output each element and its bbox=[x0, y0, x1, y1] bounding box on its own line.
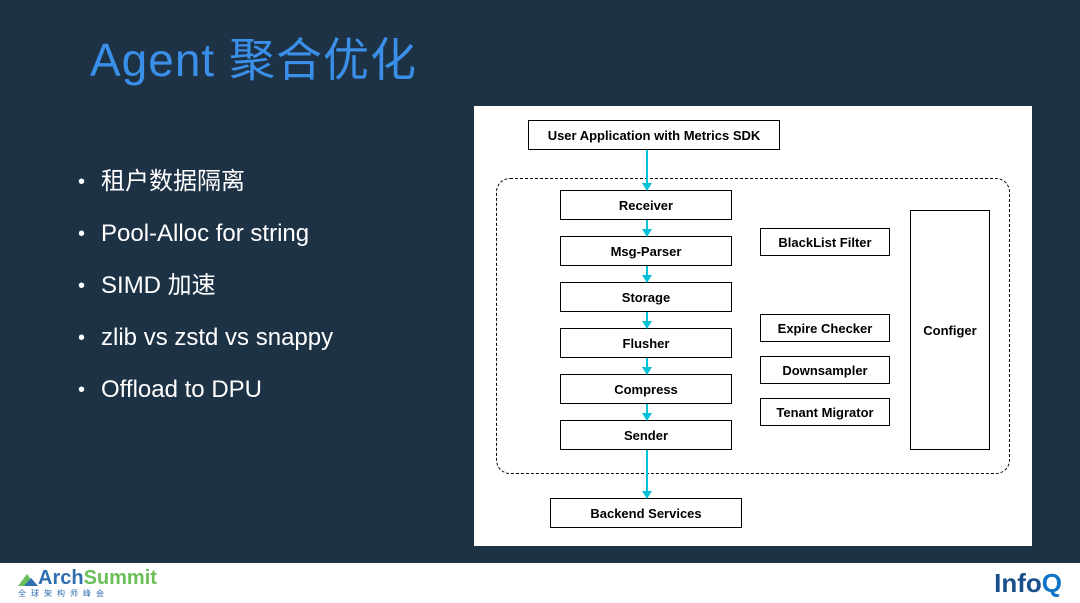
architecture-diagram: User Application with Metrics SDK Receive… bbox=[492, 120, 1014, 532]
bullet-item: 租户数据隔离 bbox=[78, 170, 333, 194]
flow-arrow bbox=[646, 404, 648, 420]
mountain-icon bbox=[18, 574, 36, 586]
footer-bar: ArchSummit 全球架构师峰会 InfoQ bbox=[0, 563, 1080, 603]
bullet-list: 租户数据隔离 Pool-Alloc for string SIMD 加速 zlib v… bbox=[78, 170, 333, 430]
logo-arch: Arch bbox=[38, 567, 84, 590]
side-box-expirechecker: Expire Checker bbox=[760, 314, 890, 342]
flow-arrow bbox=[646, 220, 648, 236]
diagram-container: User Application with Metrics SDK Receive… bbox=[474, 106, 1032, 546]
flow-arrow bbox=[646, 450, 648, 498]
flow-arrow bbox=[646, 266, 648, 282]
logo-subtitle: 全球架构师峰会 bbox=[18, 588, 109, 599]
bullet-text: Offload to DPU bbox=[101, 378, 262, 402]
logo-info: Info bbox=[994, 568, 1042, 598]
pipeline-box-receiver: Receiver bbox=[560, 190, 732, 220]
pipeline-box-flusher: Flusher bbox=[560, 328, 732, 358]
pipeline-box-compress: Compress bbox=[560, 374, 732, 404]
bullet-item: zlib vs zstd vs snappy bbox=[78, 326, 333, 350]
pipeline-box-storage: Storage bbox=[560, 282, 732, 312]
bullet-text: SIMD 加速 bbox=[101, 274, 216, 298]
bullet-item: Pool-Alloc for string bbox=[78, 222, 333, 246]
logo-summit: Summit bbox=[84, 567, 157, 590]
pipeline-box-msgparser: Msg-Parser bbox=[560, 236, 732, 266]
bullet-item: Offload to DPU bbox=[78, 378, 333, 402]
bullet-text: Pool-Alloc for string bbox=[101, 222, 309, 246]
flow-arrow bbox=[646, 358, 648, 374]
archsummit-logo: ArchSummit 全球架构师峰会 bbox=[18, 567, 157, 599]
side-box-tenantmigrator: Tenant Migrator bbox=[760, 398, 890, 426]
slide-title: Agent 聚合优化 bbox=[90, 24, 417, 90]
slide: Agent 聚合优化 租户数据隔离 Pool-Alloc for string SI… bbox=[0, 0, 1080, 603]
backend-services-box: Backend Services bbox=[550, 498, 742, 528]
bullet-text: 租户数据隔离 bbox=[101, 170, 245, 194]
bullet-text: zlib vs zstd vs snappy bbox=[101, 326, 333, 350]
logo-q: Q bbox=[1042, 568, 1062, 598]
infoq-logo: InfoQ bbox=[994, 568, 1062, 599]
side-box-blacklistfilter: BlackList Filter bbox=[760, 228, 890, 256]
configer-box: Configer bbox=[910, 210, 990, 450]
flow-arrow bbox=[646, 150, 648, 190]
user-app-box: User Application with Metrics SDK bbox=[528, 120, 780, 150]
bullet-item: SIMD 加速 bbox=[78, 274, 333, 298]
flow-arrow bbox=[646, 312, 648, 328]
pipeline-box-sender: Sender bbox=[560, 420, 732, 450]
side-box-downsampler: Downsampler bbox=[760, 356, 890, 384]
